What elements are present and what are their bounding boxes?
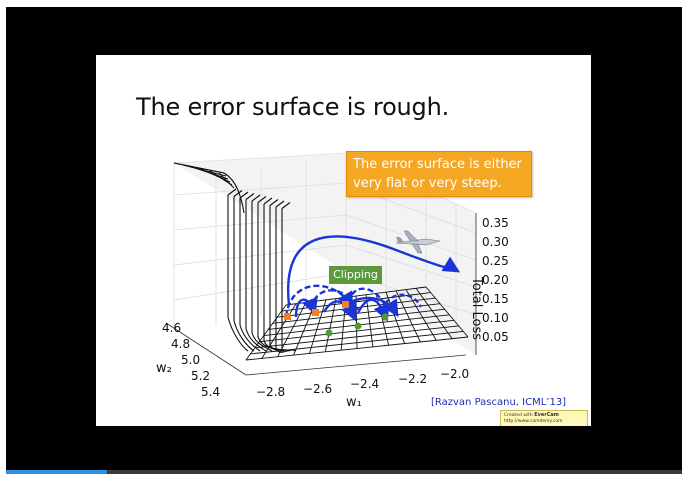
- surface-mesh-line: [395, 290, 421, 343]
- surface-mesh-line: [269, 199, 279, 206]
- surface-mesh-line: [227, 188, 237, 196]
- callout-line-2: very flat or very steep.: [353, 176, 502, 191]
- surface-mesh-line: [275, 348, 297, 353]
- steep-point: [342, 301, 349, 308]
- surface-mesh-line: [365, 294, 374, 347]
- flat-point: [381, 313, 389, 321]
- evercam-url: http://www.camdemy.com: [504, 419, 563, 424]
- video-progress-bar[interactable]: [6, 470, 682, 474]
- surface-mesh-line: [415, 288, 453, 339]
- error-surface-callout: The error surface is either very flat or…: [346, 151, 532, 197]
- z-tick: 0.10: [482, 311, 509, 325]
- surface-mesh-line: [239, 191, 249, 199]
- citation: [Razvan Pascanu, ICML’13]: [431, 397, 567, 408]
- surface-mesh-line: [425, 286, 469, 338]
- surface-mesh-line: [355, 295, 358, 349]
- z-tick: 0.25: [482, 254, 509, 268]
- slide-title: The error surface is rough.: [136, 93, 450, 121]
- z-tick: 0.05: [482, 330, 509, 344]
- w1-tick: −2.6: [303, 382, 333, 396]
- surface-mesh-line: [263, 197, 273, 205]
- steep-point: [284, 313, 291, 320]
- surface-mesh-line: [261, 303, 297, 359]
- evercam-watermark: Created with EverCam http://www.camdemy.…: [500, 410, 588, 426]
- surface-mesh-line: [275, 200, 285, 208]
- flat-point: [354, 322, 362, 330]
- evercam-brand: EverCam: [534, 412, 560, 418]
- video-progress-fill: [6, 470, 108, 474]
- flat-point: [325, 329, 333, 337]
- w1-axis-label: w₁: [346, 395, 362, 410]
- evercam-prefix: Created with: [504, 413, 533, 418]
- z-tick: 0.15: [482, 292, 509, 306]
- surface-mesh-line: [245, 336, 469, 361]
- surface-mesh-line: [233, 190, 243, 197]
- surface-mesh-line: [239, 324, 261, 352]
- trajectory-points: [284, 301, 389, 337]
- presentation-slide: The error surface is rough.: [96, 55, 591, 426]
- clipping-label: Clipping: [329, 266, 382, 284]
- gradient-trajectories: [284, 235, 461, 322]
- surface-mesh-line: [233, 320, 255, 352]
- surface-mesh-line: [245, 304, 287, 361]
- airplane-icon: [395, 230, 441, 254]
- surface-mesh-line: [227, 316, 249, 352]
- trajectory-clipped: [284, 284, 354, 318]
- surface-mesh-line: [308, 299, 327, 354]
- surface-mesh-line: [259, 319, 455, 343]
- z-tick: 0.30: [482, 235, 509, 249]
- wall-ridge: [173, 162, 245, 214]
- w2-tick: 5.0: [181, 353, 201, 367]
- w2-axis-label: w₂: [156, 361, 172, 376]
- w2-tick: 5.4: [201, 385, 221, 399]
- surface-mesh-line: [251, 194, 261, 202]
- video-player[interactable]: The error surface is rough.: [6, 7, 682, 474]
- surface-mesh-line: [324, 298, 337, 352]
- surface-mesh-line: [245, 193, 255, 200]
- surface-mesh-line: [218, 172, 235, 189]
- z-tick: 0.20: [482, 273, 509, 287]
- steep-wall: [173, 162, 297, 353]
- w1-tick: −2.8: [256, 385, 286, 399]
- w2-tick: 4.6: [162, 321, 182, 335]
- steep-point: [312, 309, 319, 316]
- w1-tick: −2.2: [398, 372, 428, 386]
- error-surface-plot: [165, 152, 477, 376]
- w1-tick: −2.4: [350, 377, 380, 391]
- z-axis-label: Total Loss: [469, 277, 484, 341]
- surface-mesh-line: [251, 332, 273, 352]
- surface-mesh-line: [277, 302, 307, 357]
- w2-tick: 4.8: [171, 337, 191, 351]
- surface-mesh-line: [173, 162, 225, 174]
- callout-line-1: The error surface is either: [353, 157, 522, 172]
- w2-tick: 5.2: [191, 369, 211, 383]
- surface-mesh-line: [257, 196, 267, 203]
- surface-mesh-line: [245, 328, 267, 352]
- surface-mesh-line: [281, 202, 291, 209]
- z-tick: 0.35: [482, 216, 509, 230]
- axis-lines: [165, 213, 477, 376]
- surface-mesh-line: [250, 330, 464, 355]
- w1-tick: −2.0: [440, 367, 470, 381]
- surface-mesh-line: [254, 325, 459, 349]
- trajectory-long-jump: [286, 235, 461, 306]
